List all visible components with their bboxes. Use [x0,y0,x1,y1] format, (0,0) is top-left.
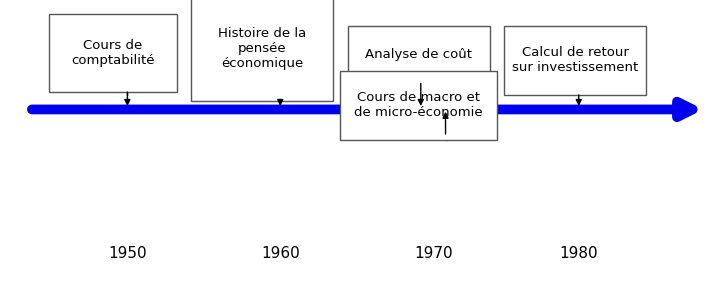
Text: 1970: 1970 [414,246,453,261]
Text: Cours de
comptabilité: Cours de comptabilité [71,39,154,67]
Text: Analyse de coût: Analyse de coût [365,48,472,61]
Text: 1950: 1950 [108,246,147,261]
FancyBboxPatch shape [348,26,489,84]
Text: Cours de macro et
de micro-économie: Cours de macro et de micro-économie [355,91,483,119]
FancyBboxPatch shape [504,26,646,95]
FancyBboxPatch shape [341,71,497,140]
Text: 1980: 1980 [559,246,598,261]
Text: Calcul de retour
sur investissement: Calcul de retour sur investissement [512,46,638,75]
FancyBboxPatch shape [50,14,177,92]
FancyBboxPatch shape [191,0,333,101]
Text: Histoire de la
pensée
économique: Histoire de la pensée économique [218,27,306,71]
Text: 1960: 1960 [261,246,300,261]
